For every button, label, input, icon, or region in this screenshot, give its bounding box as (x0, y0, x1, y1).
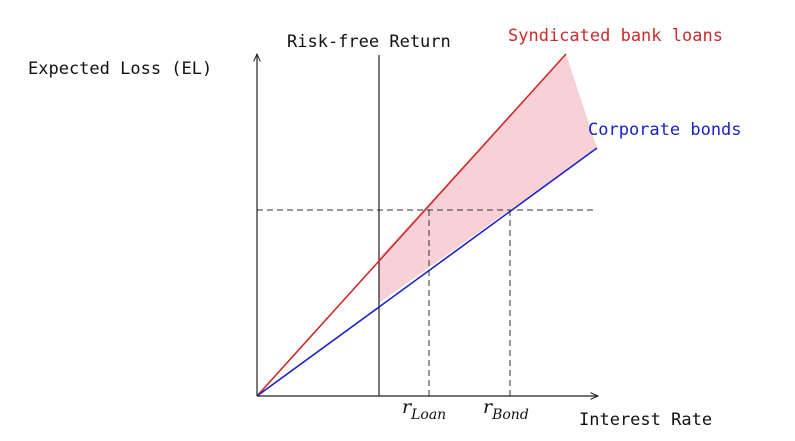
y-axis-label: Expected Loss (EL) (28, 59, 212, 79)
syndicated-loans-label: Syndicated bank loans (508, 26, 723, 46)
shaded-spread-region (379, 54, 597, 303)
r-loan-tick-label: rLoan (402, 396, 446, 423)
r-bond-base: r (483, 396, 494, 418)
r-bond-tick-label: rBond (483, 396, 529, 423)
risk-free-label: Risk-free Return (287, 32, 451, 52)
corporate-bonds-label: Corporate bonds (588, 120, 742, 140)
x-axis-label: Interest Rate (579, 410, 712, 430)
corporate-bonds-line (256, 147, 598, 397)
syndicated-loans-line (256, 53, 567, 397)
r-bond-sub: Bond (491, 407, 529, 423)
r-loan-base: r (402, 396, 413, 418)
r-loan-sub: Loan (410, 407, 446, 423)
